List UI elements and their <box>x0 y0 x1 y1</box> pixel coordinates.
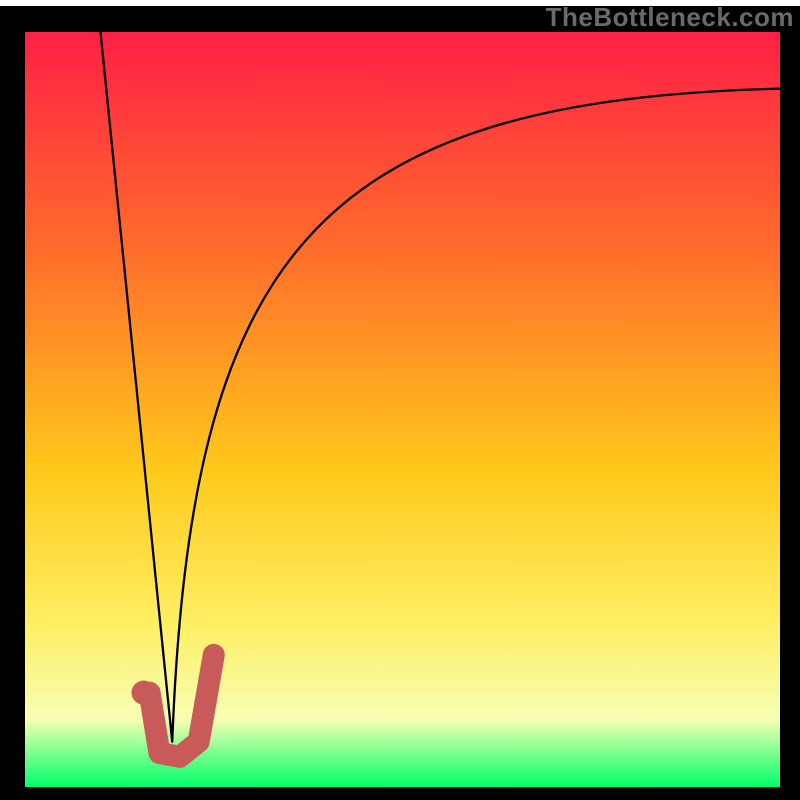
watermark-label: TheBottleneck.com <box>546 2 794 33</box>
bottleneck-curve-chart <box>0 0 800 800</box>
highlight-dot <box>131 681 155 705</box>
chart-container: TheBottleneck.com <box>0 0 800 800</box>
